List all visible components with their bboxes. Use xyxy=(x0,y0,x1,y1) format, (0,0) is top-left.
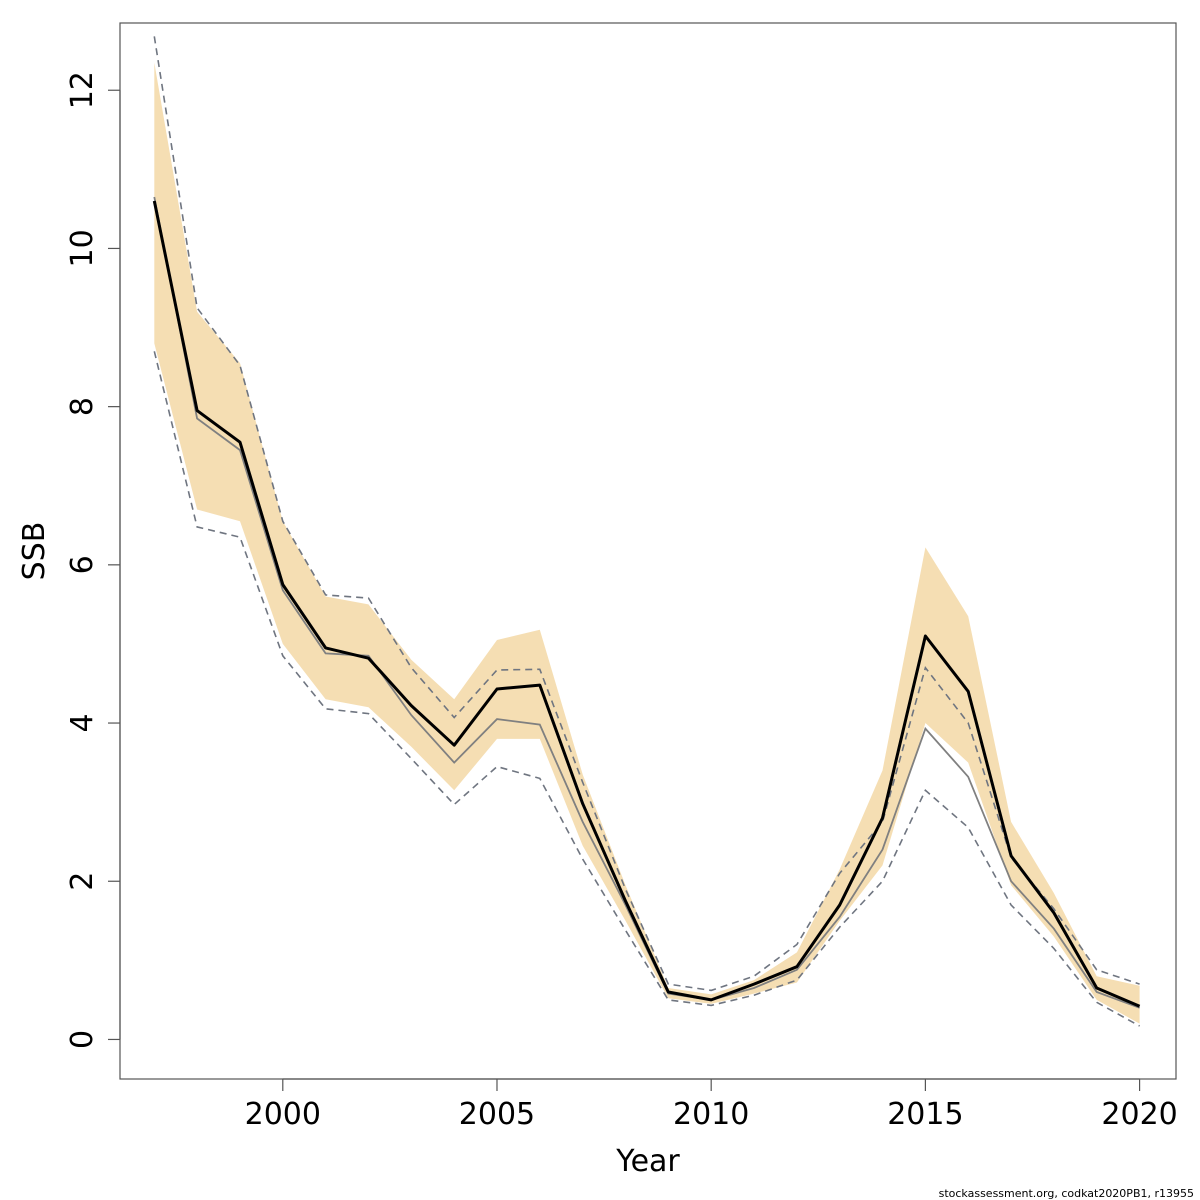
previous-ci-upper-line xyxy=(153,36,1140,992)
y-tick-label: 0 xyxy=(65,1030,100,1049)
plot-area xyxy=(152,36,1141,1027)
y-tick-label: 12 xyxy=(65,71,100,109)
x-axis-title: Year xyxy=(615,1144,680,1179)
confidence-band xyxy=(154,62,1140,1024)
x-tick-label: 2000 xyxy=(245,1097,321,1132)
y-tick-label: 4 xyxy=(65,713,100,732)
x-tick-label: 2005 xyxy=(459,1097,535,1132)
y-tick-label: 6 xyxy=(65,555,100,574)
x-tick-label: 2015 xyxy=(887,1097,963,1132)
x-axis: 2000 2005 2010 2015 2020 xyxy=(245,1078,1178,1132)
y-tick-label: 10 xyxy=(65,229,100,267)
y-axis: 0 2 4 6 8 10 12 xyxy=(65,71,121,1049)
y-tick-label: 8 xyxy=(65,397,100,416)
credit-text: stockassessment.org, codkat2020PB1, r139… xyxy=(939,1187,1194,1200)
x-tick-label: 2010 xyxy=(673,1097,749,1132)
y-tick-label: 2 xyxy=(65,872,100,891)
ssb-estimate-line xyxy=(152,200,1141,1008)
previous-ci-lower-line xyxy=(153,351,1140,1027)
x-tick-label: 2020 xyxy=(1101,1097,1177,1132)
y-axis-title: SSB xyxy=(17,522,52,581)
